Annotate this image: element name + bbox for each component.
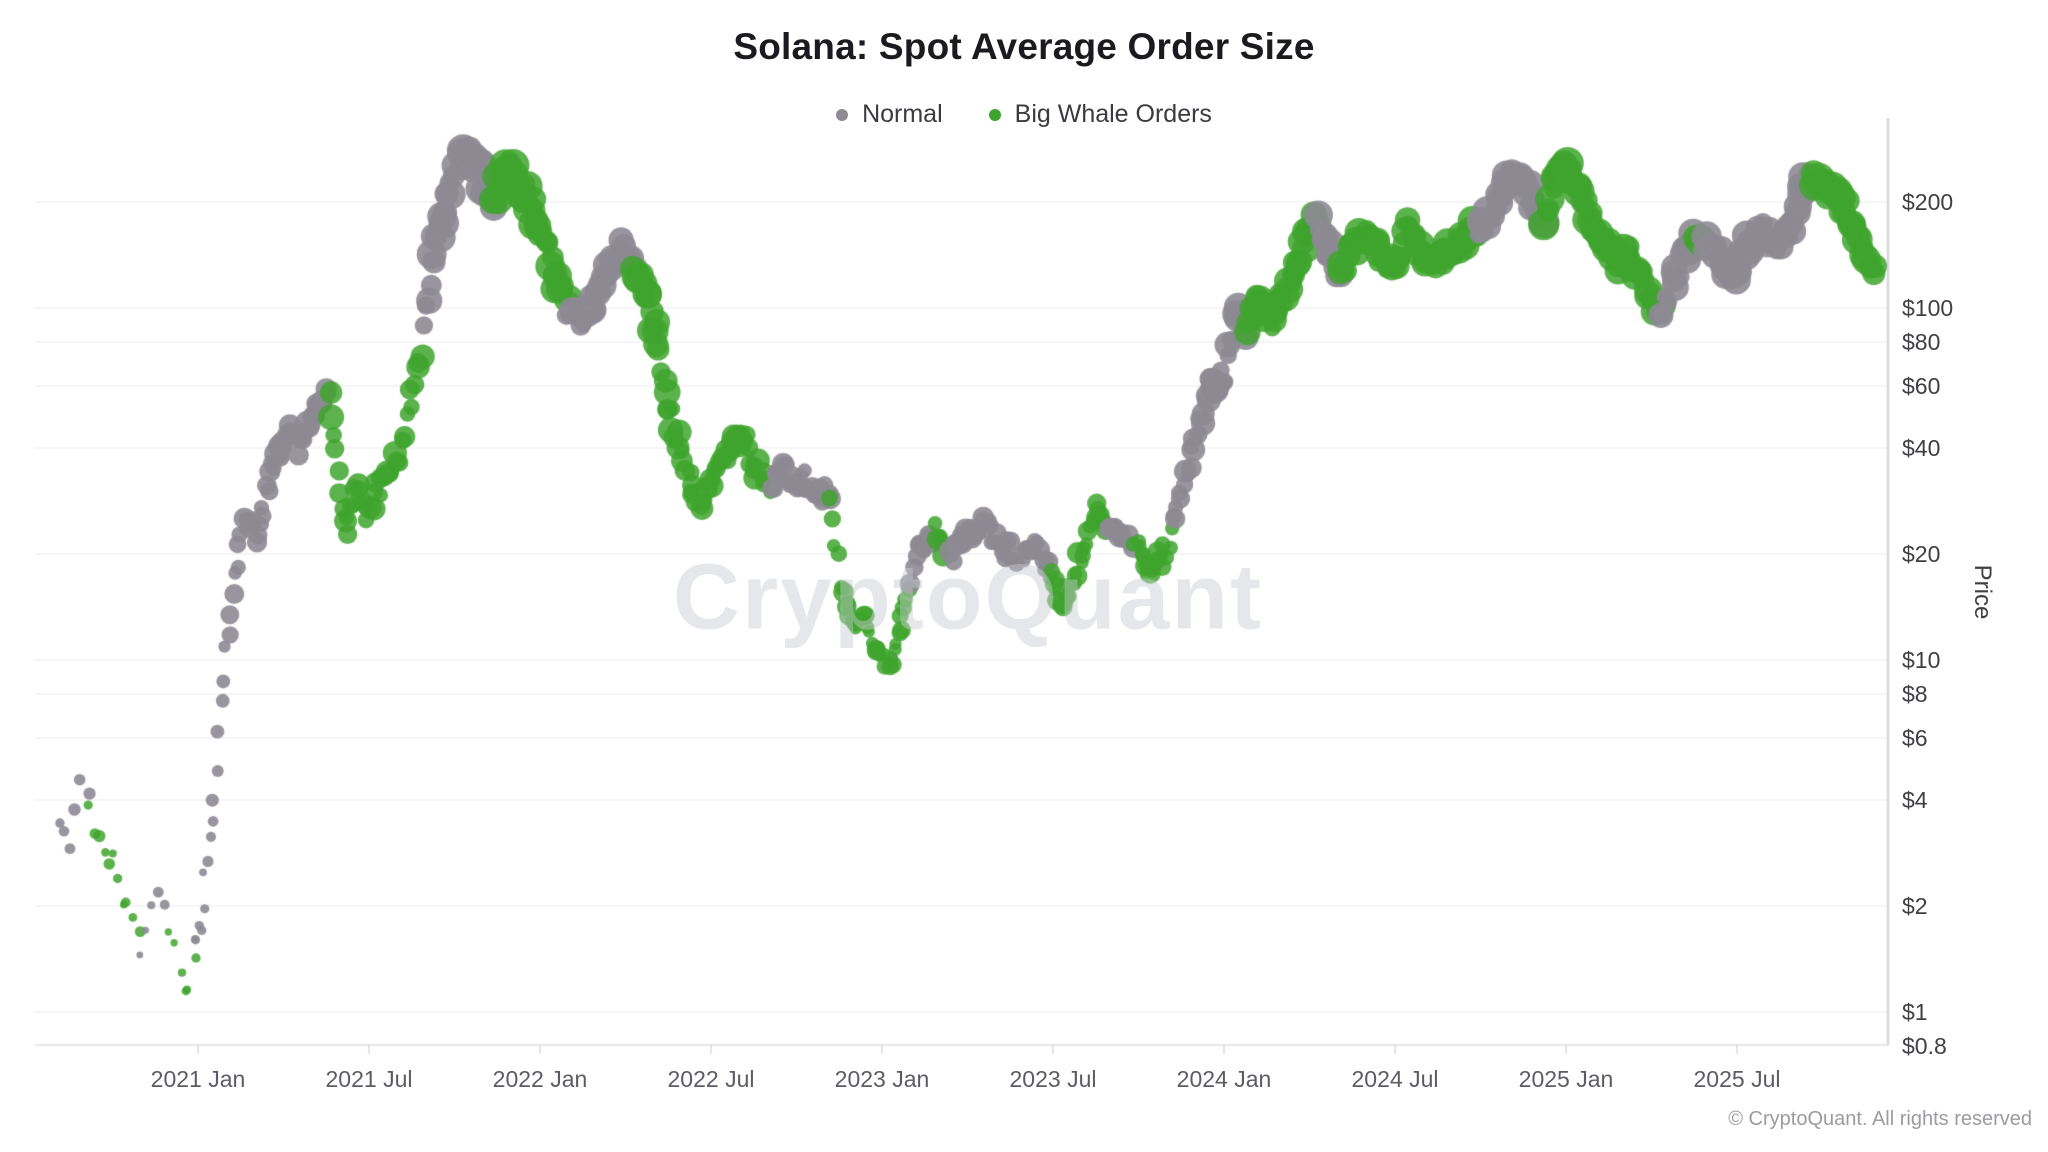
y-tick-label: $200 xyxy=(1902,189,1954,216)
x-tick-label: 2021 Jan xyxy=(150,1066,246,1092)
y-tick-label: $60 xyxy=(1902,373,1941,400)
legend-dot-icon xyxy=(836,108,849,121)
y-tick-label: $80 xyxy=(1902,329,1941,356)
y-tick-label: $6 xyxy=(1902,725,1928,752)
x-tick-label: 2024 Jan xyxy=(1176,1066,1272,1092)
y-tick-label: $1 xyxy=(1902,999,1928,1025)
y-tick-label: $100 xyxy=(1902,295,1954,321)
y-tick-label: $40 xyxy=(1902,435,1941,462)
legend-item-label: Normal xyxy=(862,100,943,128)
x-tick-label: 2022 Jul xyxy=(667,1066,755,1092)
legend-dot-icon xyxy=(988,108,1001,121)
x-tick-label: 2025 Jul xyxy=(1693,1066,1781,1092)
y-axis-title: Price xyxy=(1969,564,1996,620)
x-tick-label: 2021 Jul xyxy=(325,1066,413,1092)
legend-item-label: Big Whale Orders xyxy=(1014,100,1212,128)
x-tick-label: 2024 Jul xyxy=(1351,1066,1439,1092)
y-tick-label: $2 xyxy=(1902,893,1928,920)
x-tick-label: 2023 Jul xyxy=(1009,1066,1097,1092)
copyright-text: © CryptoQuant. All rights reserved xyxy=(1728,1108,2032,1130)
x-tick-label: 2022 Jan xyxy=(492,1066,588,1092)
x-tick-label: 2023 Jan xyxy=(834,1066,930,1092)
y-tick-label: $20 xyxy=(1902,541,1941,568)
y-tick-label: $0.8 xyxy=(1902,1033,1947,1060)
x-tick-label: 2025 Jan xyxy=(1518,1066,1614,1092)
legend-item-big-whale-orders[interactable]: Big Whale Orders xyxy=(988,100,1212,129)
y-tick-label: $4 xyxy=(1902,787,1928,814)
legend-item-normal[interactable]: Normal xyxy=(836,100,943,129)
y-tick-label: $10 xyxy=(1902,647,1941,673)
chart-title: Solana: Spot Average Order Size xyxy=(733,26,1315,67)
legend: Normal Big Whale Orders xyxy=(0,100,2048,129)
y-tick-label: $8 xyxy=(1902,681,1928,708)
